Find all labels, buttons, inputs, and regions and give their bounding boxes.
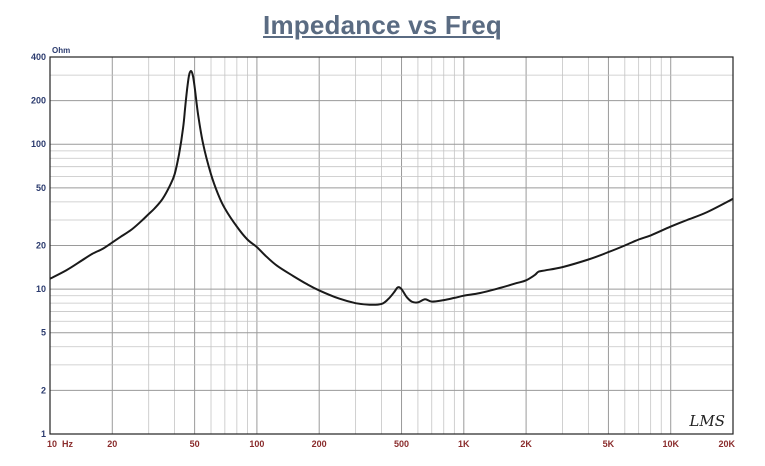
x-tick-label: 200 bbox=[312, 439, 327, 449]
x-tick-label: 100 bbox=[249, 439, 264, 449]
y-tick-label: 20 bbox=[36, 241, 46, 251]
chart-title: Impedance vs Freq bbox=[263, 10, 502, 40]
x-tick-label: 5K bbox=[603, 439, 615, 449]
impedance-series-line bbox=[49, 69, 734, 306]
y-tick-labels: 400 200 100 50 20 10 5 2 1 bbox=[31, 52, 46, 439]
lms-logo-watermark: LMS bbox=[688, 412, 725, 430]
y-tick-label: 2 bbox=[41, 385, 46, 395]
y-tick-label: 200 bbox=[31, 96, 46, 106]
x-tick-label: 10 Hz bbox=[47, 439, 74, 449]
x-tick-label: 500 bbox=[394, 439, 409, 449]
x-tick-labels: 10 Hz 20 50 100 200 500 1K 2K 5K 10K 20K bbox=[47, 439, 735, 449]
y-tick-label: 50 bbox=[36, 183, 46, 193]
y-tick-label: 100 bbox=[31, 139, 46, 149]
x-tick-label: 1K bbox=[458, 439, 470, 449]
y-tick-label: 400 bbox=[31, 52, 46, 62]
x-tick-label: 50 bbox=[190, 439, 200, 449]
y-tick-label: 1 bbox=[41, 429, 46, 439]
x-tick-label: 20K bbox=[718, 439, 735, 449]
y-tick-label: 10 bbox=[36, 284, 46, 294]
x-tick-label: 20 bbox=[107, 439, 117, 449]
y-unit-label: Ohm bbox=[52, 46, 70, 55]
plot-frame bbox=[49, 56, 734, 435]
grid bbox=[49, 56, 734, 435]
y-tick-label: 5 bbox=[41, 328, 46, 338]
x-tick-label: 10K bbox=[662, 439, 679, 449]
x-tick-label: 2K bbox=[520, 439, 532, 449]
